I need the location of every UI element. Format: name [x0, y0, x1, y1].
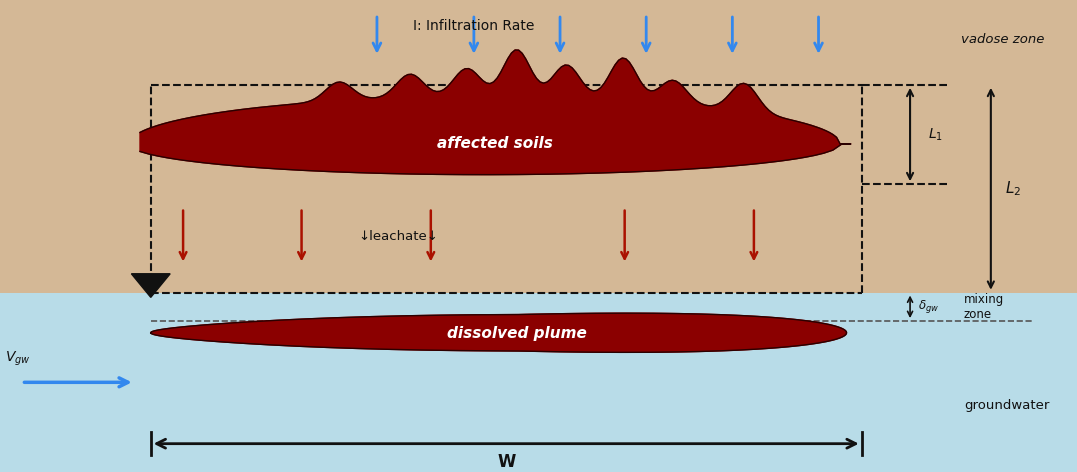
Text: affected soils: affected soils [437, 136, 554, 152]
Text: vadose zone: vadose zone [962, 33, 1045, 46]
Text: groundwater: groundwater [964, 399, 1049, 413]
Text: mixing
zone: mixing zone [964, 293, 1004, 321]
Text: $V_{gw}$: $V_{gw}$ [5, 350, 31, 368]
Bar [0, 293, 1077, 472]
Text: $L_1$: $L_1$ [928, 126, 943, 143]
Text: W: W [496, 453, 516, 471]
Text: $\delta_{gw}$: $\delta_{gw}$ [918, 298, 939, 315]
Text: $L_2$: $L_2$ [1005, 179, 1021, 198]
Polygon shape [131, 274, 170, 297]
Bar [0, 0, 1077, 293]
Text: ↓leachate↓: ↓leachate↓ [359, 229, 438, 243]
Polygon shape [151, 313, 847, 352]
Text: I: Infiltration Rate: I: Infiltration Rate [414, 19, 534, 33]
Polygon shape [140, 50, 851, 175]
Text: dissolved plume: dissolved plume [447, 326, 587, 341]
